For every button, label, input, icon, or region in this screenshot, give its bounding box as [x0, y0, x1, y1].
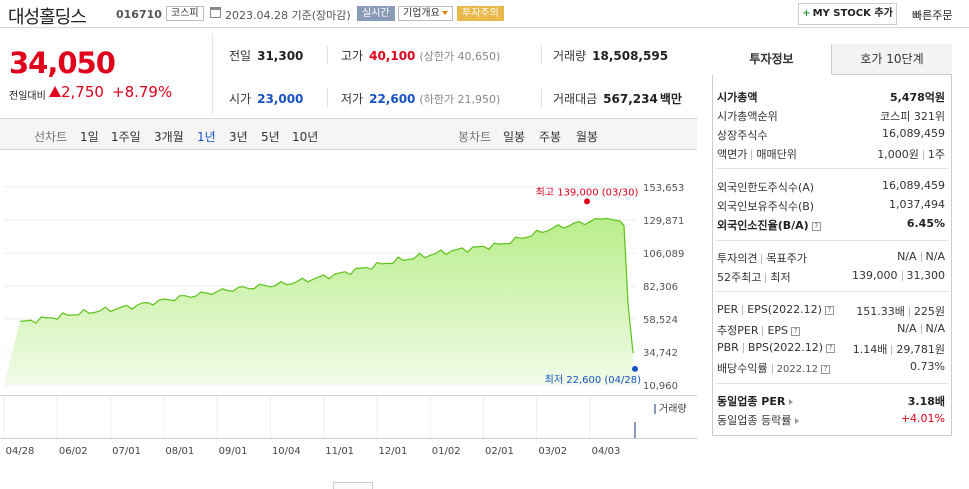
price-area	[4, 218, 633, 385]
quote-prev: 전일 31,300	[229, 49, 304, 63]
price-tick-label: 82,306	[643, 282, 678, 293]
date-tick-label: 08/01	[165, 446, 194, 457]
line-chart-label: 선차트	[34, 130, 68, 144]
price-tick-label: 129,871	[643, 216, 684, 227]
max-point	[584, 198, 590, 205]
volume-legend-bar	[654, 404, 656, 414]
price-tick-label: 106,089	[643, 249, 684, 260]
quote-high: 고가 40,100 (상한가 40,650)	[341, 49, 501, 63]
period-1w[interactable]: 1주일	[111, 130, 141, 144]
date-tick-label: 10/04	[272, 446, 301, 457]
quote-amount: 거래대금 567,234 백만	[553, 92, 682, 106]
stock-code: 016710	[116, 8, 162, 21]
candle-chart-label: 봉차트	[458, 130, 492, 144]
realtime-button[interactable]: 실시간	[357, 6, 395, 21]
period-1y[interactable]: 1년	[197, 130, 216, 144]
change-rate: +8.79%	[112, 83, 173, 101]
price-tick-label: 153,653	[643, 183, 684, 194]
tab-investment-info[interactable]: 투자정보	[712, 44, 832, 75]
period-1d[interactable]: 1일	[80, 130, 99, 144]
plus-icon: +	[802, 8, 811, 19]
date-text: 2023.04.28 기준(장마감)	[225, 9, 351, 22]
add-mystock-button[interactable]: + MY STOCK 추가	[798, 3, 897, 25]
arrow-right-icon[interactable]	[795, 418, 800, 424]
help-icon[interactable]: ?	[824, 305, 834, 315]
volume-label: 거래량	[659, 403, 687, 415]
panel-tabs: 투자정보 호가 10단계	[712, 44, 952, 75]
price-tick-label: 10,960	[643, 381, 678, 392]
chart-toolbar: 선차트 1일 1주일 3개월 1년 3년 5년 10년 봉차트 일봉 주봉 월봉	[0, 118, 697, 150]
up-triangle-icon	[49, 86, 61, 97]
candle-weekly[interactable]: 주봉	[539, 130, 562, 144]
help-icon[interactable]: ?	[826, 343, 836, 353]
max-label: 최고 139,000 (03/30)	[536, 186, 639, 198]
header-bar	[0, 0, 969, 28]
help-icon[interactable]: ?	[791, 326, 801, 336]
current-price: 34,050	[9, 46, 116, 80]
min-label: 최저 22,600 (04/28)	[545, 374, 641, 386]
help-icon[interactable]: ?	[820, 364, 830, 374]
company-overview-label: 기업개요	[403, 8, 440, 19]
date-axis: 04/28 06/02 07/01 08/01 09/01 10/04 11/01 12/01…	[3, 396, 621, 457]
add-mystock-label: MY STOCK 추가	[812, 8, 893, 19]
date-tick-label: 01/02	[432, 446, 461, 457]
date-tick-label: 03/02	[538, 446, 567, 457]
price-line	[19, 217, 634, 354]
period-5y[interactable]: 5년	[261, 130, 280, 144]
resize-handle[interactable]	[333, 482, 373, 489]
volume-bar	[634, 422, 636, 438]
date-tick-label: 12/01	[378, 446, 407, 457]
date-tick-label: 04/28	[6, 446, 35, 457]
quote-open: 시가 23,000	[229, 92, 304, 106]
candle-monthly[interactable]: 월봉	[576, 130, 599, 144]
min-point	[632, 365, 638, 372]
quick-order-button[interactable]: 빠른주문	[912, 9, 953, 22]
date-tick-label: 07/01	[112, 446, 141, 457]
quote-volume: 거래량 18,508,595	[553, 49, 669, 63]
date-tick-label: 09/01	[219, 446, 248, 457]
date-tick-label: 04/03	[592, 446, 621, 457]
quote-grid: 전일 31,300 고가 40,100 (상한가 40,650) 거래량 18,508,…	[212, 34, 697, 114]
price-axis: 153,653 129,871 106,089 82,306 58,524 34,742 1…	[643, 183, 684, 392]
chevron-down-icon	[441, 11, 448, 15]
period-3y[interactable]: 3년	[229, 130, 248, 144]
period-3m[interactable]: 3개월	[154, 130, 184, 144]
quote-low: 저가 22,600 (하한가 21,950)	[341, 92, 501, 106]
warning-badge: 투자주의	[457, 6, 504, 21]
tab-hoga-10[interactable]: 호가 10단계	[832, 44, 952, 75]
market-badge: 코스피	[166, 6, 204, 21]
date-tick-label: 02/01	[485, 446, 514, 457]
price-chart[interactable]: 153,653 129,871 106,089 82,306 58,524 34,742 1…	[0, 152, 697, 489]
arrow-right-icon[interactable]	[789, 399, 794, 405]
calendar-icon	[210, 7, 221, 18]
price-tick-label: 34,742	[643, 348, 678, 359]
stock-name: 대성홀딩스	[8, 7, 87, 28]
change-amount: 2,750	[61, 83, 104, 101]
date-tick-label: 06/02	[59, 446, 88, 457]
date-tick-label: 11/01	[325, 446, 354, 457]
period-10y[interactable]: 10년	[292, 130, 319, 144]
change-label: 전일대비	[9, 91, 46, 102]
price-tick-label: 58,524	[643, 315, 678, 326]
company-overview-dropdown[interactable]: 기업개요	[398, 6, 453, 21]
help-icon[interactable]: ?	[811, 221, 821, 231]
candle-daily[interactable]: 일봉	[503, 130, 526, 144]
